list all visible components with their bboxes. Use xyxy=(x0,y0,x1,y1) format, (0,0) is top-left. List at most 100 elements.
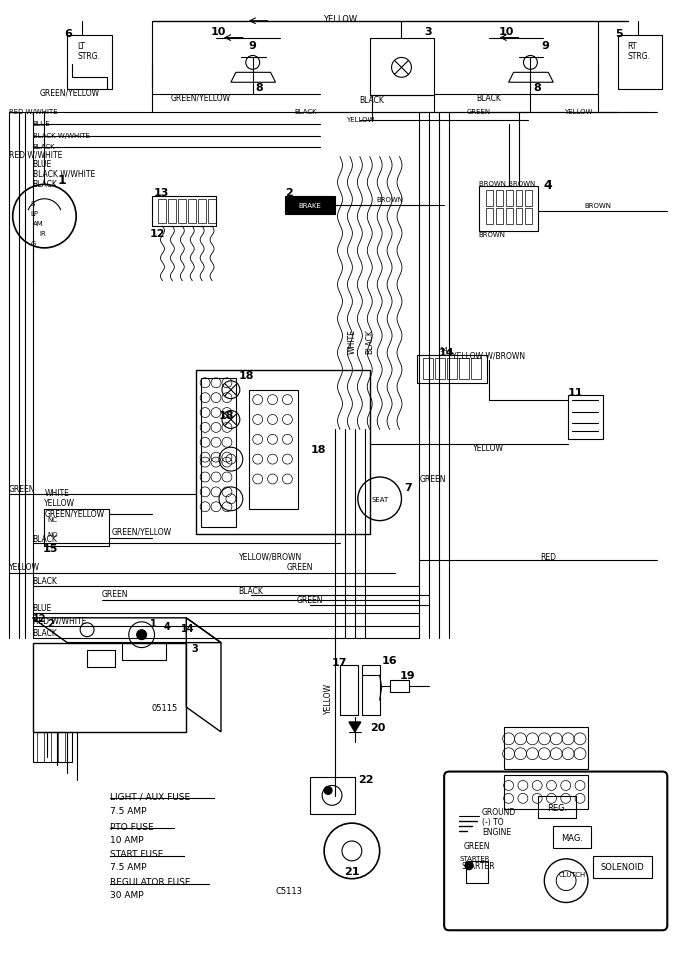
Text: LT: LT xyxy=(77,42,85,51)
Bar xyxy=(67,35,112,91)
Text: 12: 12 xyxy=(150,229,165,239)
Text: 9: 9 xyxy=(541,41,549,51)
Text: 18: 18 xyxy=(310,445,326,455)
Text: 17: 17 xyxy=(332,658,347,668)
Text: GREEN: GREEN xyxy=(466,109,491,115)
Bar xyxy=(515,192,522,207)
Text: 14: 14 xyxy=(439,348,455,357)
Text: GROUND: GROUND xyxy=(482,807,516,816)
Bar xyxy=(617,35,662,91)
Text: RT: RT xyxy=(628,42,637,51)
Bar xyxy=(506,192,513,207)
Bar xyxy=(390,680,409,693)
Text: YELLOW: YELLOW xyxy=(323,15,357,24)
Text: RED: RED xyxy=(541,552,556,561)
Bar xyxy=(362,666,379,716)
Text: 4: 4 xyxy=(543,179,552,192)
Text: 13: 13 xyxy=(154,188,169,198)
Bar xyxy=(44,509,109,547)
Text: 1: 1 xyxy=(150,618,156,628)
Text: GREEN/YELLOW: GREEN/YELLOW xyxy=(171,93,231,103)
Text: 22: 22 xyxy=(358,774,373,783)
Text: WHITE: WHITE xyxy=(44,489,69,497)
Text: BLACK: BLACK xyxy=(294,109,317,115)
Text: 7.5 AMP: 7.5 AMP xyxy=(110,862,146,871)
Text: 05115: 05115 xyxy=(152,703,177,712)
Bar xyxy=(33,643,186,732)
Text: REG.: REG. xyxy=(547,803,567,812)
Bar xyxy=(418,355,487,383)
Text: 10 AMP: 10 AMP xyxy=(110,835,143,843)
Text: C5113: C5113 xyxy=(275,886,303,895)
Text: G: G xyxy=(31,241,36,247)
Text: NC: NC xyxy=(48,517,57,522)
Bar xyxy=(152,197,216,227)
Text: YELLOW: YELLOW xyxy=(345,117,374,123)
Bar xyxy=(568,395,603,440)
Text: BLACK: BLACK xyxy=(359,95,384,105)
Text: BLACK W/WHITE: BLACK W/WHITE xyxy=(33,132,89,139)
Text: 18: 18 xyxy=(239,371,254,380)
Bar xyxy=(539,797,576,819)
Circle shape xyxy=(324,786,332,795)
Bar xyxy=(249,391,299,509)
Text: S: S xyxy=(31,201,35,207)
Text: BROWN BROWN: BROWN BROWN xyxy=(479,181,535,187)
Text: BLACK: BLACK xyxy=(33,535,57,543)
Text: BLACK: BLACK xyxy=(33,629,57,638)
Text: LP: LP xyxy=(31,211,39,217)
Text: RED W/WHITE: RED W/WHITE xyxy=(33,616,86,624)
Bar xyxy=(506,209,513,225)
Text: GREEN: GREEN xyxy=(297,596,324,605)
Text: YELLOW: YELLOW xyxy=(324,682,333,713)
Text: 7: 7 xyxy=(405,482,412,493)
Bar xyxy=(554,826,591,848)
Text: CLUTCH: CLUTCH xyxy=(558,871,585,877)
Bar xyxy=(496,209,503,225)
Text: GREEN: GREEN xyxy=(102,589,129,598)
Bar xyxy=(208,200,216,224)
Text: BLACK: BLACK xyxy=(33,144,55,150)
Bar xyxy=(169,200,176,224)
Bar xyxy=(471,358,481,379)
Text: BLACK: BLACK xyxy=(33,576,57,585)
Text: BROWN: BROWN xyxy=(376,197,403,203)
Bar xyxy=(158,200,167,224)
Text: GREEN/YELLOW: GREEN/YELLOW xyxy=(39,89,99,97)
Bar xyxy=(526,192,532,207)
Bar xyxy=(435,358,445,379)
Bar xyxy=(370,38,435,96)
Text: BLUE: BLUE xyxy=(33,604,52,613)
Text: RED W/WHITE: RED W/WHITE xyxy=(9,109,57,115)
Text: 5: 5 xyxy=(615,29,622,39)
Text: YELLOW W/BROWN: YELLOW W/BROWN xyxy=(452,351,526,360)
Text: PTO FUSE: PTO FUSE xyxy=(110,821,154,831)
Text: GREEN: GREEN xyxy=(464,841,490,851)
Bar xyxy=(122,643,167,660)
Text: GREEN/YELLOW: GREEN/YELLOW xyxy=(112,526,172,536)
Text: 11: 11 xyxy=(568,387,583,397)
Text: STARTER: STARTER xyxy=(461,862,494,870)
Text: 30 AMP: 30 AMP xyxy=(110,890,143,899)
Text: AM: AM xyxy=(33,221,44,227)
Text: (-) TO: (-) TO xyxy=(482,817,503,826)
Bar xyxy=(188,200,197,224)
Text: 15: 15 xyxy=(42,544,58,554)
Circle shape xyxy=(137,630,147,640)
Text: IR: IR xyxy=(39,231,46,236)
Text: STRG.: STRG. xyxy=(628,51,651,61)
Bar xyxy=(340,666,358,716)
Text: YELLOW: YELLOW xyxy=(44,498,75,508)
Text: 3: 3 xyxy=(424,27,432,36)
Text: 16: 16 xyxy=(381,656,397,666)
Text: YELLOW: YELLOW xyxy=(473,443,505,453)
Bar xyxy=(286,197,335,215)
Bar xyxy=(459,358,469,379)
Text: BLACK: BLACK xyxy=(476,93,501,103)
Text: BLACK W/WHITE: BLACK W/WHITE xyxy=(33,170,95,179)
Text: 9: 9 xyxy=(249,41,256,51)
Bar xyxy=(33,732,72,761)
Text: 20: 20 xyxy=(370,722,385,732)
Text: 19: 19 xyxy=(400,671,415,680)
Bar xyxy=(310,777,355,815)
